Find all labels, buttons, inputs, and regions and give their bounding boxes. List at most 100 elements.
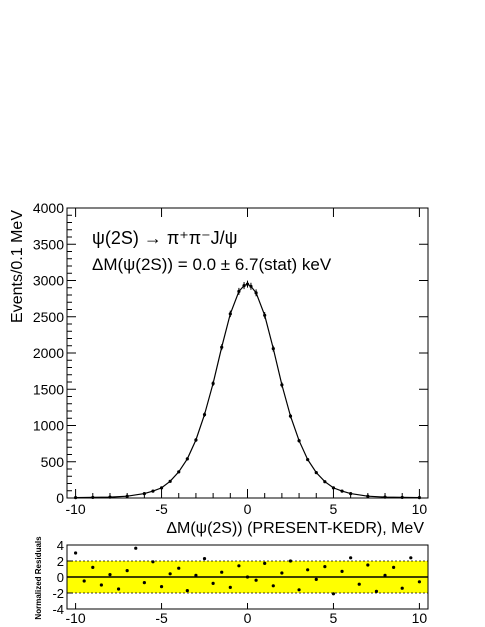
residual-point — [194, 573, 198, 578]
residual-point — [125, 569, 129, 573]
data-point — [159, 486, 164, 490]
residual-data-points — [73, 546, 422, 596]
main-y-axis: 0 500 1000 1500 2000 2500 3000 3500 4000 — [33, 200, 428, 506]
residual-point — [220, 570, 224, 574]
data-point — [245, 282, 250, 286]
data-point — [383, 495, 387, 499]
data-point — [340, 489, 344, 493]
res-y-tick-label: 2 — [57, 554, 64, 569]
data-point — [249, 284, 253, 288]
res-x-tick-label: -10 — [65, 610, 85, 626]
y-tick-label: 500 — [41, 454, 65, 470]
residual-point — [357, 582, 361, 586]
data-point — [185, 457, 189, 461]
annotation-decay: ψ(2S) → π⁺π⁻J/ψ — [92, 228, 238, 248]
residual-point — [91, 565, 95, 570]
x-tick-label: 0 — [244, 501, 252, 517]
residual-point — [134, 546, 138, 550]
res-x-tick-label: 0 — [244, 610, 252, 626]
y-tick-label: 0 — [56, 490, 64, 506]
residual-point — [82, 579, 86, 583]
data-point — [280, 383, 284, 387]
residual-point — [185, 589, 189, 593]
residual-point — [237, 564, 241, 568]
annotation-shift: ΔM(ψ(2S)) = 0.0 ± 6.7(stat) keV — [92, 255, 332, 274]
residual-point — [271, 584, 275, 588]
res-x-tick-label: -5 — [155, 610, 168, 626]
data-point — [417, 496, 422, 500]
residual-point — [263, 561, 267, 566]
residual-point — [280, 571, 284, 575]
residual-point — [116, 587, 121, 591]
data-point — [263, 313, 267, 317]
residual-point — [245, 575, 250, 579]
residual-point — [366, 563, 370, 567]
residual-point — [99, 583, 103, 587]
residual-point — [211, 581, 215, 586]
fit-curve — [75, 283, 420, 499]
res-y-tick-label: 0 — [57, 570, 64, 585]
data-point — [400, 495, 404, 500]
y-tick-label: 4000 — [33, 200, 64, 216]
residual-point — [228, 585, 232, 590]
data-point — [177, 470, 181, 474]
data-point — [254, 291, 258, 295]
residual-point — [288, 559, 293, 563]
data-point — [314, 471, 318, 475]
data-point — [297, 439, 301, 443]
residual-point — [409, 556, 413, 560]
data-point — [151, 489, 155, 493]
main-data-points — [73, 280, 422, 500]
y-axis-label: Events/0.1 MeV — [9, 210, 26, 323]
main-panel: -10 -5 0 5 10 0 500 1000 1500 2000 2500 3000 3500 40… — [9, 200, 429, 537]
residual-point — [142, 581, 146, 585]
residual-point — [73, 551, 78, 555]
residual-point — [168, 572, 172, 576]
data-point — [288, 414, 293, 418]
y-tick-label: 1500 — [33, 381, 64, 397]
res-x-tick-label: 5 — [330, 610, 338, 626]
data-point — [323, 480, 327, 484]
residual-point — [297, 588, 301, 592]
residual-point — [159, 585, 164, 589]
data-point — [220, 345, 224, 349]
residual-point — [331, 592, 336, 596]
data-point — [73, 496, 78, 500]
residual-x-axis: -10 -5 0 5 10 — [65, 603, 427, 626]
residual-point — [400, 586, 404, 590]
data-point — [271, 347, 275, 351]
data-point — [194, 438, 198, 442]
data-point — [211, 381, 215, 386]
residual-point — [177, 566, 181, 570]
x-axis-label: ΔM(ψ(2S)) (PRESENT-KEDR), MeV — [166, 520, 424, 537]
x-tick-label: -5 — [155, 501, 168, 517]
x-tick-label: 5 — [330, 501, 338, 517]
x-tick-label: 10 — [412, 501, 428, 517]
residual-point — [323, 565, 327, 569]
residual-point — [151, 560, 155, 564]
y-tick-label: 3000 — [33, 273, 64, 289]
residual-point — [383, 573, 387, 578]
data-point — [366, 494, 370, 498]
main-x-axis: -10 -5 0 5 10 — [65, 208, 427, 517]
main-plot-frame — [66, 207, 429, 499]
residual-point — [254, 578, 258, 582]
data-point — [237, 289, 241, 293]
data-point — [125, 494, 129, 498]
residual-y-axis-label: Normalized Residuals — [34, 536, 43, 620]
data-point — [202, 413, 207, 417]
data-point — [242, 283, 246, 288]
data-point — [142, 492, 146, 496]
res-y-tick-label: -2 — [52, 586, 64, 601]
y-tick-label: 3500 — [33, 236, 64, 252]
residual-point — [340, 569, 344, 574]
data-point — [168, 479, 172, 483]
residual-point — [314, 577, 318, 582]
res-y-tick-label: -4 — [52, 602, 64, 617]
residual-point — [108, 573, 112, 577]
residual-point — [392, 565, 396, 570]
res-x-tick-label: 10 — [412, 610, 428, 626]
